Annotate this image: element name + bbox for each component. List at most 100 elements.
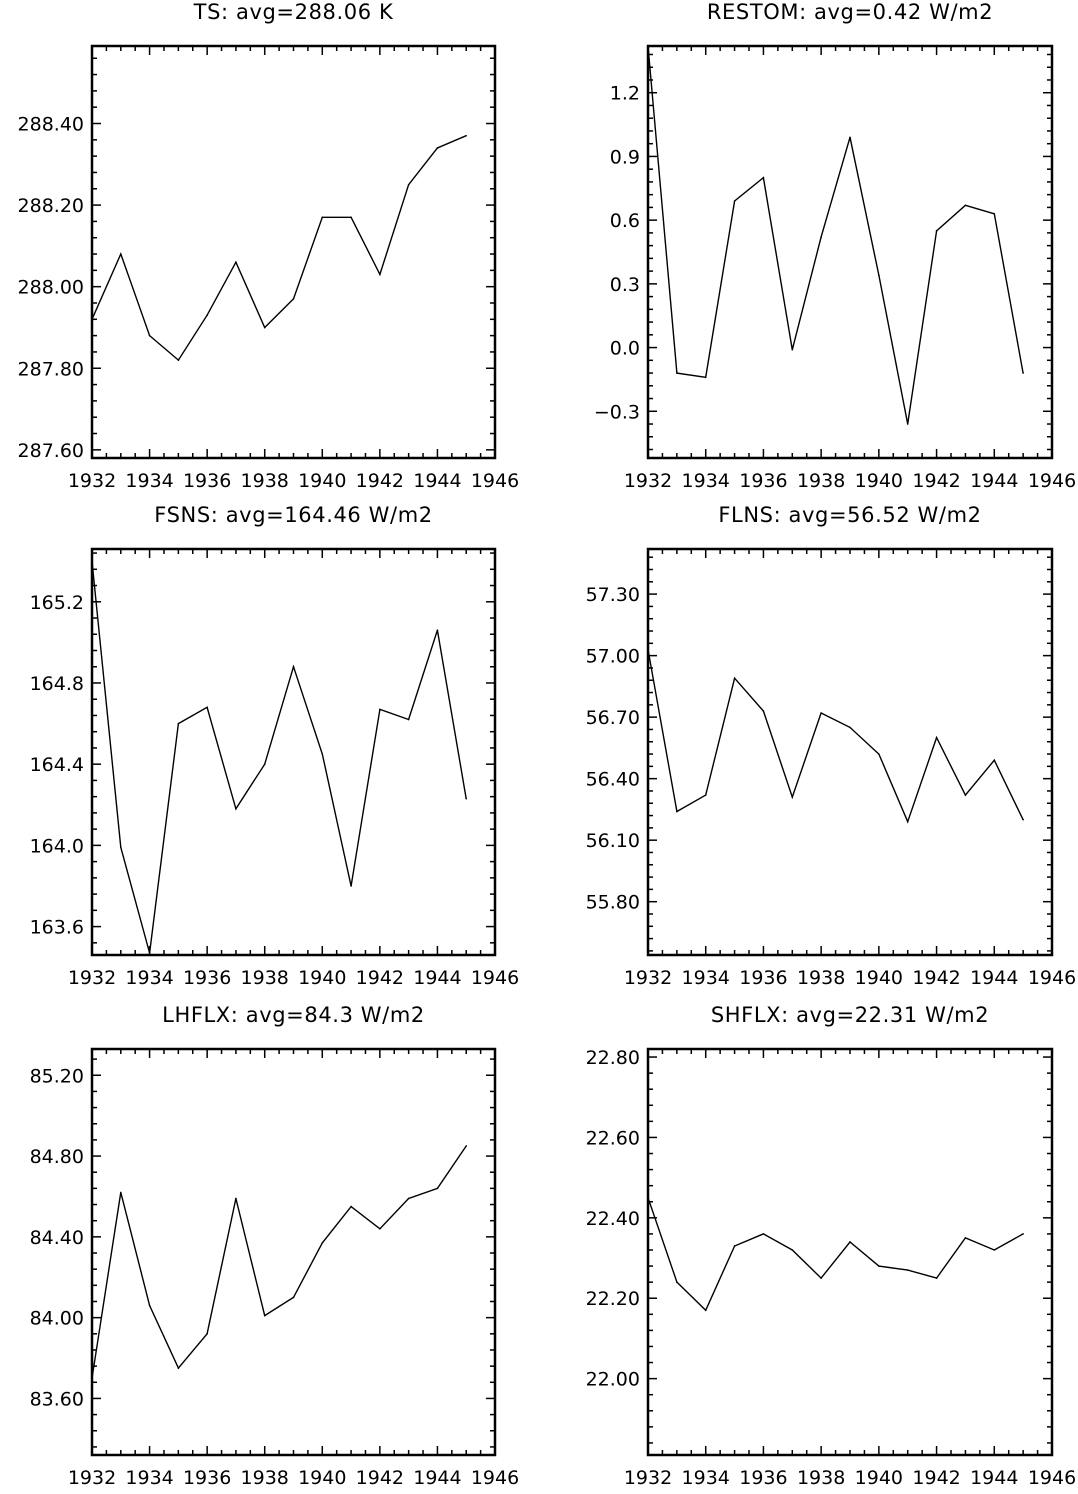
data-point <box>407 1197 410 1200</box>
x-tick-label: 1940 <box>298 470 346 492</box>
x-tick-label: 1932 <box>68 1467 116 1489</box>
data-point <box>379 273 381 276</box>
x-tick-label: 1934 <box>125 967 173 989</box>
x-tick-label: 1936 <box>739 1467 787 1489</box>
data-point <box>407 718 410 721</box>
y-tick-label: 84.00 <box>30 1308 84 1330</box>
x-tick-label: 1938 <box>797 967 845 989</box>
data-point <box>177 1367 180 1369</box>
x-tick-label: 1936 <box>739 470 787 492</box>
data-point <box>993 1249 996 1251</box>
data-point <box>878 274 880 277</box>
x-tick-label: 1934 <box>125 1467 173 1489</box>
x-tick-label: 1936 <box>183 1467 231 1489</box>
x-tick-label: 1946 <box>471 967 519 989</box>
data-point <box>465 797 468 800</box>
chart-title: SHFLX: avg=22.31 W/m2 <box>711 1003 989 1027</box>
plot-frame <box>646 44 1054 460</box>
data-point <box>292 298 295 300</box>
data-point <box>964 204 967 207</box>
y-tick-label: 56.70 <box>586 707 640 729</box>
data-point <box>647 1196 649 1199</box>
data-point <box>935 229 938 232</box>
x-tick-label: 1942 <box>356 967 404 989</box>
data-point <box>436 629 439 631</box>
data-point <box>148 952 151 954</box>
data-point <box>733 1245 736 1247</box>
data-point <box>263 326 266 329</box>
data-point <box>935 1277 938 1279</box>
data-point <box>91 1377 93 1380</box>
data-point <box>1022 372 1024 374</box>
data-point <box>292 665 295 668</box>
x-tick-label: 1944 <box>970 967 1018 989</box>
data-point <box>91 560 93 562</box>
chart-title: RESTOM: avg=0.42 W/m2 <box>707 0 993 24</box>
y-tick-label: 287.60 <box>18 440 84 462</box>
data-point <box>704 794 707 796</box>
data-point <box>350 1205 352 1208</box>
x-tick-label: 1938 <box>241 470 289 492</box>
x-tick-label: 1938 <box>241 967 289 989</box>
data-point <box>762 1233 765 1235</box>
x-tick-label: 1938 <box>797 470 845 492</box>
data-point <box>206 314 208 317</box>
data-point <box>791 796 794 798</box>
data-point <box>791 1249 794 1251</box>
y-tick-label: 22.40 <box>586 1208 640 1230</box>
plot-frame <box>646 1047 1054 1457</box>
data-point <box>263 1314 266 1317</box>
x-tick-label: 1936 <box>183 470 231 492</box>
data-point <box>906 423 909 425</box>
x-tick-label: 1944 <box>970 470 1018 492</box>
data-point <box>119 253 122 255</box>
y-tick-label: 165.2 <box>30 592 84 614</box>
data-point <box>733 677 736 679</box>
y-tick-label: 287.80 <box>18 358 84 380</box>
data-point <box>906 820 909 823</box>
chart-title: FSNS: avg=164.46 W/m2 <box>154 503 432 527</box>
y-tick-label: −0.3 <box>594 401 640 423</box>
data-point <box>993 212 996 215</box>
data-point <box>849 136 851 139</box>
data-point <box>964 1237 967 1239</box>
x-tick-label: 1944 <box>413 470 461 492</box>
y-tick-label: 22.00 <box>586 1369 640 1391</box>
x-tick-label: 1942 <box>912 967 960 989</box>
series-line <box>647 1197 1024 1312</box>
x-tick-label: 1942 <box>356 1467 404 1489</box>
y-tick-label: 22.20 <box>586 1288 640 1310</box>
data-point <box>119 1191 122 1194</box>
data-point <box>177 722 180 725</box>
x-tick-label: 1946 <box>1028 470 1076 492</box>
data-point <box>407 183 410 186</box>
y-tick-label: 0.6 <box>610 210 640 232</box>
data-point <box>878 753 880 755</box>
data-point <box>292 1296 295 1299</box>
data-point <box>820 1277 822 1279</box>
x-tick-label: 1932 <box>68 470 116 492</box>
x-tick-label: 1932 <box>68 967 116 989</box>
x-tick-label: 1934 <box>682 967 730 989</box>
chart-panel-2: FSNS: avg=164.46 W/m2 1932 1934 1936 1938 194… <box>30 503 520 989</box>
data-point <box>465 134 468 137</box>
y-tick-label: 164.8 <box>30 673 84 695</box>
x-tick-label: 1938 <box>797 1467 845 1489</box>
data-point <box>820 712 822 714</box>
data-point <box>235 261 237 263</box>
data-point <box>676 372 678 374</box>
data-point <box>321 216 324 219</box>
x-tick-label: 1936 <box>183 967 231 989</box>
data-point <box>993 759 996 762</box>
data-point <box>436 1187 439 1190</box>
y-tick-label: 164.0 <box>30 835 84 857</box>
x-tick-label: 1940 <box>855 967 903 989</box>
x-tick-label: 1934 <box>682 470 730 492</box>
data-point <box>379 1227 381 1230</box>
x-tick-label: 1940 <box>855 1467 903 1489</box>
data-point <box>350 216 352 219</box>
chart-panel-1: RESTOM: avg=0.42 W/m2 1932 1934 1936 1938 194… <box>594 0 1076 492</box>
chart-title: FLNS: avg=56.52 W/m2 <box>718 503 981 527</box>
y-tick-label: 55.80 <box>586 892 640 914</box>
plot-frame <box>646 547 1054 957</box>
